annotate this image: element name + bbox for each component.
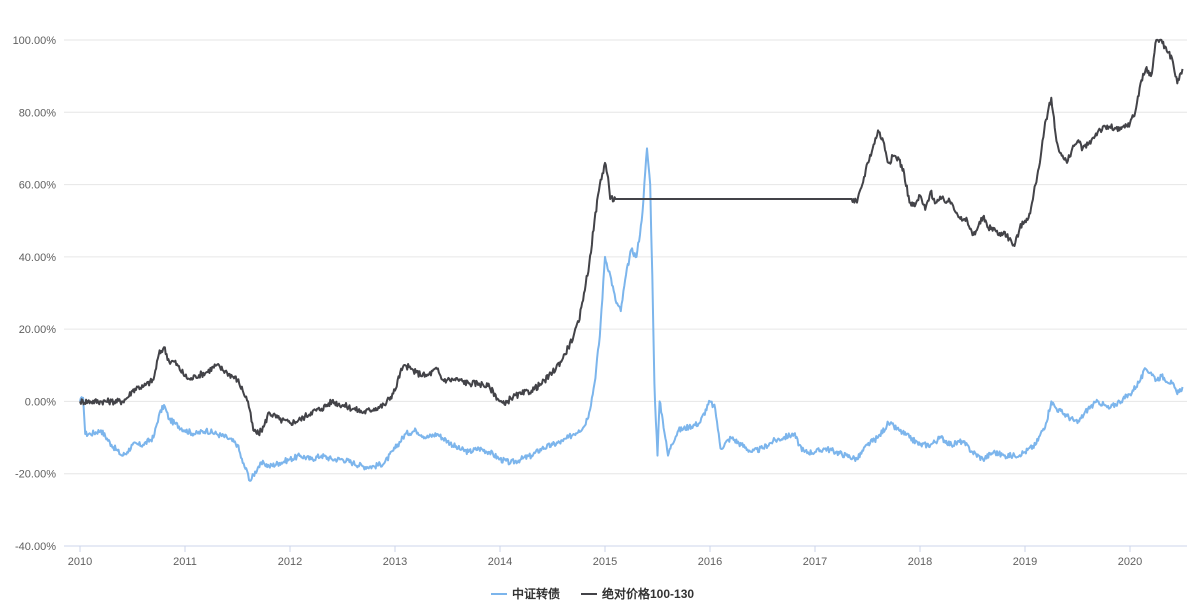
y-tick-label: 0.00% xyxy=(25,396,56,408)
y-tick-label: -40.00% xyxy=(15,541,56,553)
x-tick-label: 2012 xyxy=(278,556,302,568)
series-line-1 xyxy=(79,147,1184,482)
y-tick-label: 80.00% xyxy=(19,107,57,119)
legend-item-2[interactable]: 绝对价格100-130 xyxy=(581,586,694,601)
x-tick-label: 2014 xyxy=(488,556,512,568)
y-tick-label: 40.00% xyxy=(19,252,57,264)
x-tick-label: 2011 xyxy=(173,556,197,568)
x-tick-label: 2019 xyxy=(1013,556,1037,568)
legend[interactable]: 中证转债 绝对价格100-130 xyxy=(491,586,694,601)
series-lines xyxy=(79,38,1184,482)
x-tick-label: 2020 xyxy=(1118,556,1142,568)
series-line-2 xyxy=(79,38,1184,437)
y-tick-label: -20.00% xyxy=(15,469,56,481)
legend-item-1[interactable]: 中证转债 xyxy=(491,586,560,601)
grid-lines xyxy=(64,39,1187,547)
y-tick-label: 100.00% xyxy=(13,35,57,47)
legend-label: 中证转债 xyxy=(512,586,560,601)
x-axis: 2010 2011 2012 2013 2014 2015 2016 2017 2018 2019… xyxy=(64,545,1187,568)
x-tick-label: 2018 xyxy=(908,556,932,568)
x-tick-label: 2010 xyxy=(68,556,92,568)
x-tick-label: 2013 xyxy=(383,556,407,568)
y-tick-label: 20.00% xyxy=(19,324,57,336)
legend-label: 绝对价格100-130 xyxy=(602,586,694,601)
x-tick-label: 2015 xyxy=(593,556,617,568)
x-tick-label: 2016 xyxy=(698,556,722,568)
x-tick-label: 2017 xyxy=(803,556,827,568)
y-tick-label: 60.00% xyxy=(19,180,57,192)
y-axis: -40.00% -20.00% 0.00% 20.00% 40.00% 60.00% 80.… xyxy=(13,35,57,553)
